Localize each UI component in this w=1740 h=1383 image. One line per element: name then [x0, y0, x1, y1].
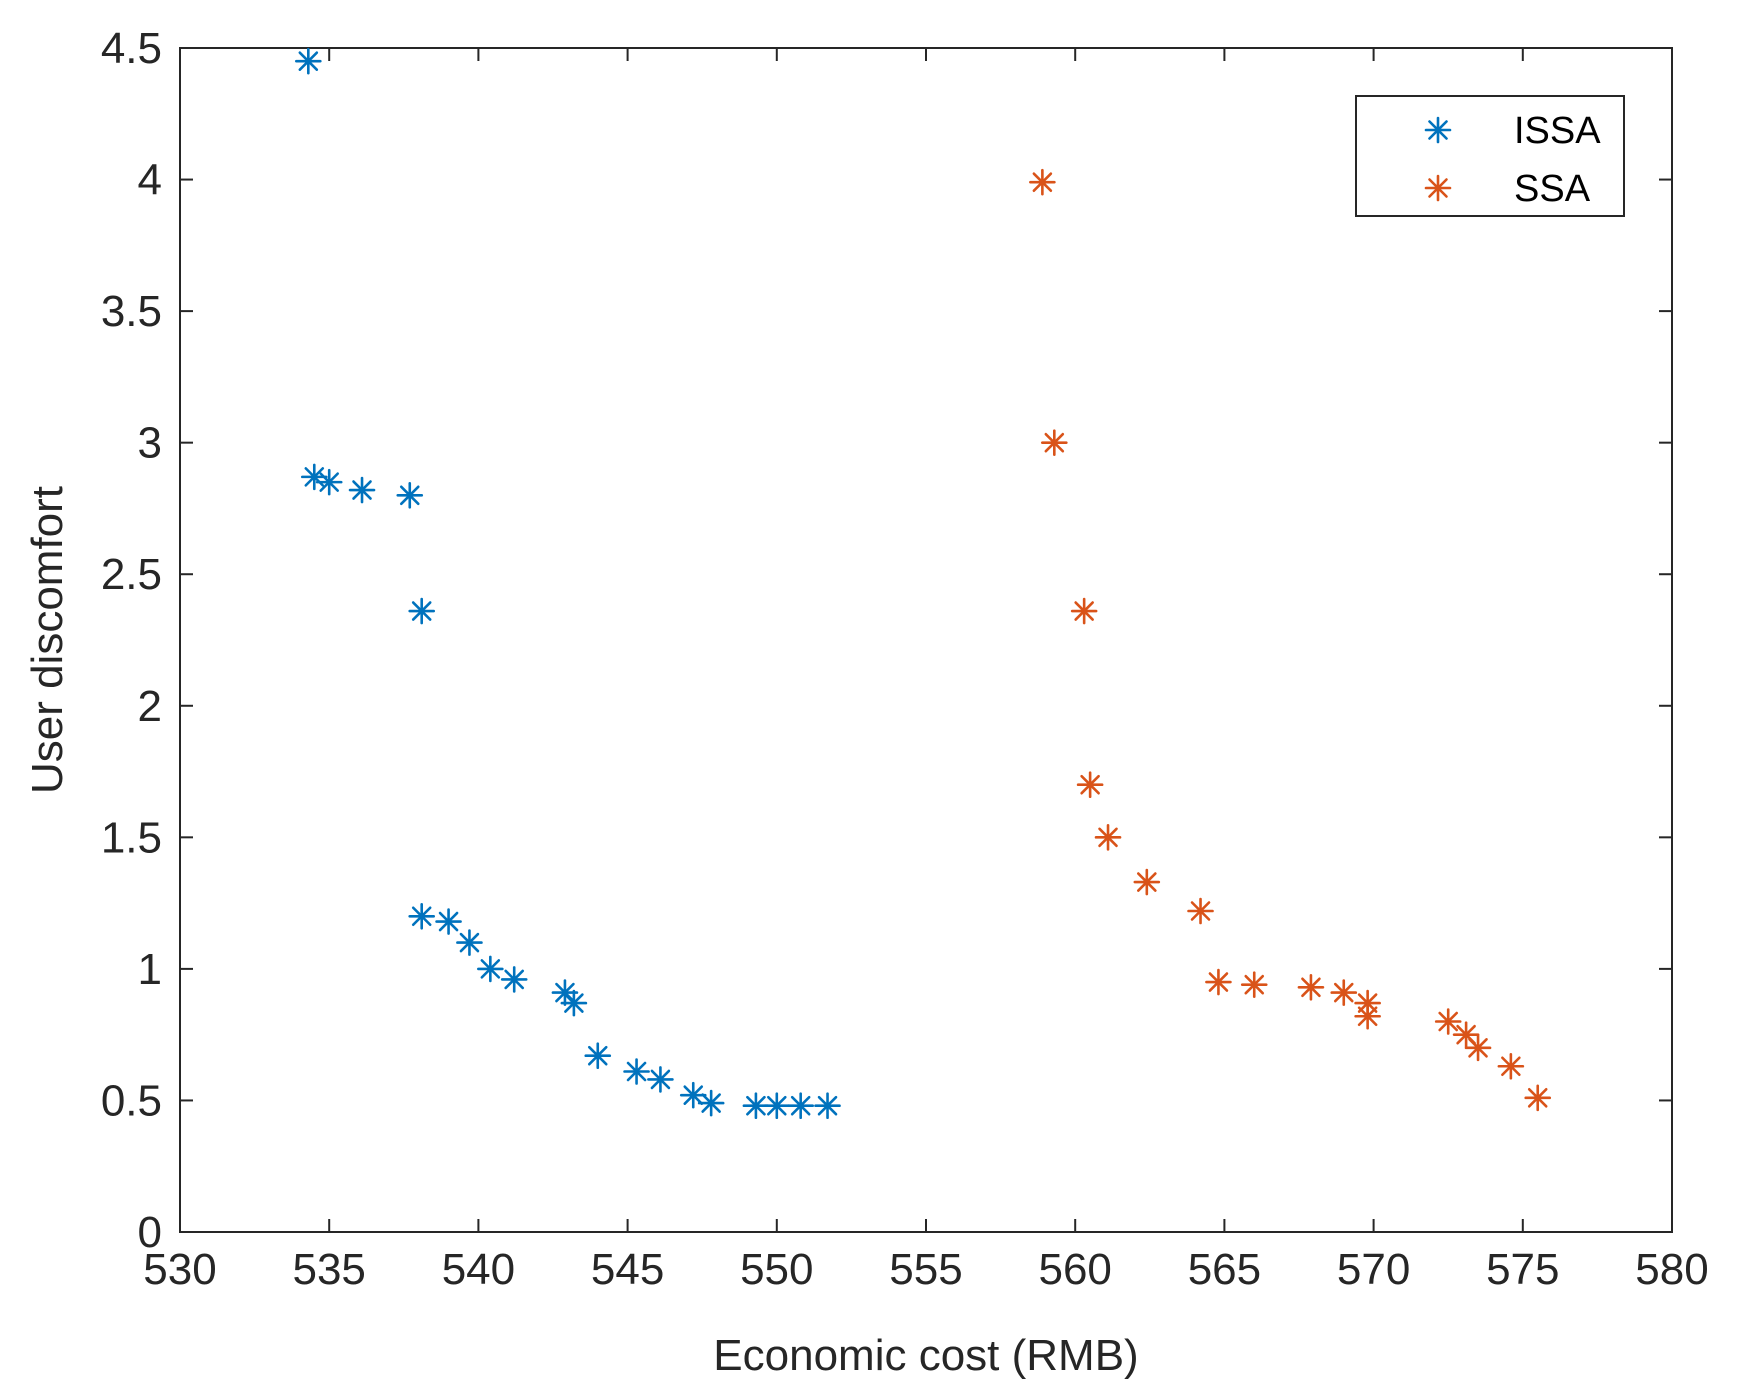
y-tick-label: 4.5	[101, 24, 162, 73]
x-tick-label: 570	[1337, 1245, 1410, 1294]
data-point-ssa	[1297, 974, 1325, 1001]
data-point-issa	[647, 1066, 674, 1093]
data-point-ssa	[1330, 979, 1358, 1006]
legend-marker-issa	[1424, 116, 1452, 144]
data-point-issa	[408, 597, 436, 625]
y-tick-label: 4	[138, 156, 162, 205]
data-point-ssa	[1187, 897, 1214, 925]
y-tick-label: 1.5	[101, 813, 162, 862]
data-point-issa	[560, 989, 588, 1017]
data-point-issa	[623, 1058, 650, 1085]
legend-label-issa: ISSA	[1514, 110, 1601, 152]
data-point-ssa	[1094, 824, 1122, 851]
y-tick-label: 0	[138, 1208, 162, 1257]
x-tick-label: 580	[1635, 1245, 1708, 1294]
data-point-ssa	[1029, 168, 1056, 196]
y-tick-label: 0.5	[101, 1076, 162, 1125]
data-point-issa	[396, 481, 424, 509]
x-tick-label: 545	[591, 1245, 664, 1294]
data-point-ssa	[1133, 868, 1161, 896]
data-point-issa	[477, 955, 504, 983]
data-point-issa	[295, 47, 322, 75]
data-point-issa	[315, 468, 343, 496]
data-point-ssa	[1464, 1034, 1492, 1062]
data-point-issa	[763, 1092, 791, 1120]
legend-box	[1355, 95, 1625, 217]
x-tick-label: 555	[889, 1245, 962, 1294]
axis-tick-labels: 530 535 540 545 550 555 560 565 570 575 580 0 0.5 1 1.…	[101, 24, 1709, 1294]
x-axis-label: Economic cost (RMB)	[713, 1331, 1138, 1380]
data-point-issa	[584, 1042, 612, 1070]
data-point-issa	[456, 929, 483, 956]
data-point-issa	[679, 1081, 707, 1109]
y-axis-label: User discomfort	[23, 486, 72, 794]
data-point-ssa	[1240, 971, 1268, 998]
series-issa	[295, 47, 841, 1120]
data-point-issa	[814, 1092, 841, 1120]
legend: ISSA SSA	[1355, 95, 1625, 217]
x-tick-label: 565	[1188, 1245, 1261, 1294]
data-point-issa	[348, 476, 376, 504]
data-point-issa	[435, 908, 462, 935]
data-point-issa	[697, 1089, 725, 1117]
plot-area	[179, 47, 1673, 1233]
y-tick-label: 1	[138, 945, 162, 994]
data-point-issa	[787, 1092, 814, 1120]
data-point-issa	[408, 902, 436, 930]
data-point-ssa	[1076, 771, 1104, 799]
legend-marker-ssa	[1424, 174, 1452, 202]
data-point-ssa	[1434, 1008, 1462, 1035]
legend-label-ssa: SSA	[1514, 168, 1591, 210]
y-tick-label: 3	[138, 419, 162, 468]
data-point-ssa	[1070, 597, 1098, 625]
data-point-issa	[500, 966, 528, 993]
x-tick-label: 550	[740, 1245, 813, 1294]
axis-ticks	[179, 47, 1673, 1233]
series-ssa	[1029, 168, 1552, 1112]
y-tick-label: 2	[138, 682, 162, 731]
data-point-ssa	[1524, 1084, 1552, 1112]
data-point-ssa	[1205, 968, 1232, 996]
data-point-ssa	[1354, 1002, 1381, 1030]
data-point-ssa	[1497, 1052, 1525, 1080]
y-tick-label: 2.5	[101, 550, 162, 599]
x-tick-label: 530	[143, 1245, 216, 1294]
data-points	[295, 47, 1552, 1120]
data-point-ssa	[1041, 429, 1068, 456]
x-tick-label: 560	[1038, 1245, 1111, 1294]
x-tick-label: 575	[1486, 1245, 1559, 1294]
x-tick-label: 540	[442, 1245, 515, 1294]
y-tick-label: 3.5	[101, 287, 162, 336]
x-tick-label: 535	[292, 1245, 365, 1294]
